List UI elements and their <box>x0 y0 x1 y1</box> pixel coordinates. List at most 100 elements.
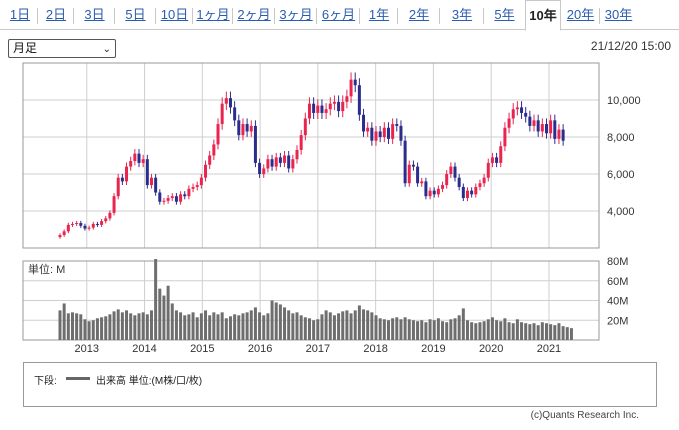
candle-body <box>490 157 494 163</box>
volume-bar <box>449 319 453 340</box>
candle-body <box>453 166 457 178</box>
volume-bar <box>312 320 316 340</box>
candle-body <box>62 231 66 236</box>
volume-bar <box>287 310 291 340</box>
tab-2年[interactable]: 2年 <box>408 7 430 22</box>
volume-bar <box>366 310 370 340</box>
volume-bar <box>237 315 241 340</box>
volume-bar <box>320 314 324 340</box>
volume-bar <box>436 318 440 340</box>
volume-bar <box>174 310 178 340</box>
volume-bar <box>116 309 120 340</box>
volume-bar <box>262 315 266 340</box>
tab-separator <box>73 8 74 24</box>
tab-6ヶ月[interactable]: 6ヶ月 <box>321 7 356 22</box>
volume-bar <box>569 328 573 340</box>
tab-1年[interactable]: 1年 <box>368 7 390 22</box>
candle-body <box>345 96 349 102</box>
tab-5年[interactable]: 5年 <box>494 7 515 22</box>
tab-10年[interactable]: 10年 <box>525 0 561 31</box>
volume-bar <box>129 313 133 340</box>
volume-bar <box>120 312 124 340</box>
tab-2日[interactable]: 2日 <box>45 7 67 22</box>
candle-body <box>274 157 278 167</box>
candle-body <box>540 124 544 132</box>
candle-body <box>332 101 336 104</box>
candle-body <box>470 190 474 195</box>
candle-body <box>187 188 191 197</box>
volume-bar <box>245 312 249 340</box>
volume-bar <box>179 312 183 340</box>
tab-1ヶ月[interactable]: 1ヶ月 <box>196 7 230 22</box>
tab-3年[interactable]: 3年 <box>451 7 473 22</box>
candle-body <box>449 166 453 174</box>
candle-body <box>228 98 232 108</box>
tab-10日[interactable]: 10日 <box>160 7 189 22</box>
candle-body <box>549 120 553 134</box>
tab-30年[interactable]: 30年 <box>604 7 633 22</box>
volume-bar <box>411 320 415 340</box>
candle-body <box>561 129 565 141</box>
candle-body <box>162 200 166 202</box>
interval-select-value: 月足 <box>13 41 38 55</box>
chevron-down-icon: ⌄ <box>102 44 111 55</box>
volume-bar <box>166 285 170 340</box>
volume-bar <box>187 314 191 340</box>
tab-3ヶ月[interactable]: 3ヶ月 <box>279 7 313 22</box>
tab-separator <box>483 8 484 24</box>
volume-bar <box>283 307 287 340</box>
volume-bar <box>249 310 253 340</box>
volume-bar <box>75 313 79 340</box>
tab-separator <box>439 8 440 24</box>
volume-bar <box>170 303 174 340</box>
x-tick-label: 2016 <box>248 343 272 355</box>
volume-bar <box>362 309 366 340</box>
volume-bar <box>295 312 299 340</box>
candle-body <box>137 153 141 163</box>
volume-bar <box>470 322 474 340</box>
volume-bar <box>424 322 428 340</box>
volume-bar <box>183 315 187 340</box>
volume-bar <box>125 310 129 340</box>
candle-body <box>503 127 507 147</box>
volume-bar <box>91 320 95 340</box>
candle-body <box>141 159 145 163</box>
volume-bar <box>357 305 361 340</box>
volume-bar <box>208 315 212 340</box>
candle-body <box>420 181 424 184</box>
tab-1日[interactable]: 1日 <box>9 7 31 22</box>
volume-bar <box>253 307 257 340</box>
volume-bar <box>79 314 83 340</box>
candle-body <box>357 85 361 115</box>
candle-body <box>445 174 449 186</box>
tab-5日[interactable]: 5日 <box>125 7 146 22</box>
volume-bar <box>420 320 424 340</box>
volume-bar <box>108 314 112 340</box>
volume-bar <box>557 323 561 340</box>
price-y-tick-label: 6,000 <box>607 169 635 181</box>
tab-3日[interactable]: 3日 <box>84 7 105 22</box>
candle-body <box>270 159 274 167</box>
tab-20年[interactable]: 20年 <box>566 7 595 22</box>
volume-bar <box>299 315 303 340</box>
volume-bar <box>395 317 399 340</box>
volume-bar <box>453 318 457 340</box>
candle-body <box>366 127 370 132</box>
volume-bar <box>204 310 208 340</box>
interval-select[interactable]: 月足 ⌄ <box>8 39 116 58</box>
volume-bar <box>520 322 524 340</box>
volume-bar <box>266 313 270 340</box>
candle-body <box>312 103 316 113</box>
volume-bar <box>353 310 357 340</box>
volume-bar <box>495 320 499 340</box>
tab-separator <box>359 8 360 24</box>
candle-body <box>166 198 170 201</box>
volume-bar <box>511 323 515 340</box>
chart-legend: 下段: 出来高 単位:(M株/口/枚) <box>23 362 657 407</box>
candle-body <box>266 159 270 169</box>
tab-2ヶ月[interactable]: 2ヶ月 <box>237 7 271 22</box>
volume-bar <box>432 320 436 340</box>
volume-bar <box>503 318 507 340</box>
candle-body <box>391 124 395 139</box>
